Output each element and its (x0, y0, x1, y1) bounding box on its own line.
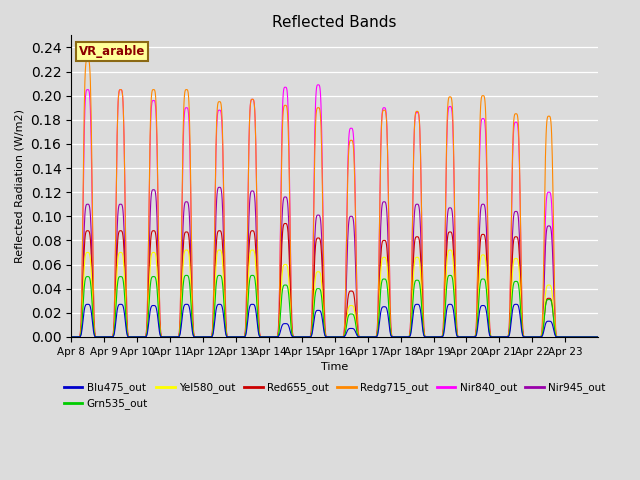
Grn535_out (67, 334, 75, 340)
Redg715_out (594, 334, 602, 340)
Yel580_out (150, 250, 157, 255)
Nir840_out (310, 147, 318, 153)
Line: Grn535_out: Grn535_out (71, 276, 598, 337)
Grn535_out (459, 334, 467, 340)
Red655_out (536, 334, 544, 340)
Grn535_out (182, 273, 190, 278)
Red655_out (321, 327, 328, 333)
Nir945_out (216, 184, 223, 190)
Line: Redg715_out: Redg715_out (71, 60, 598, 337)
Yel580_out (459, 334, 467, 340)
Red655_out (459, 334, 467, 340)
Red655_out (588, 334, 595, 340)
Yel580_out (588, 334, 595, 340)
Title: Reflected Bands: Reflected Bands (272, 15, 397, 30)
Blu475_out (536, 334, 544, 340)
Redg715_out (536, 334, 544, 340)
Redg715_out (84, 57, 92, 62)
Text: VR_arable: VR_arable (79, 45, 145, 58)
Legend: Blu475_out, Grn535_out, Yel580_out, Red655_out, Redg715_out, Nir840_out, Nir945_: Blu475_out, Grn535_out, Yel580_out, Red6… (60, 378, 610, 414)
Y-axis label: Reflected Radiation (W/m2): Reflected Radiation (W/m2) (15, 109, 25, 263)
Grn535_out (311, 295, 319, 300)
Grn535_out (321, 331, 328, 336)
Line: Yel580_out: Yel580_out (71, 250, 598, 337)
Red655_out (282, 221, 289, 227)
Line: Red655_out: Red655_out (71, 224, 598, 337)
Nir945_out (150, 187, 157, 192)
Nir840_out (536, 334, 544, 340)
X-axis label: Time: Time (321, 362, 348, 372)
Blu475_out (311, 312, 319, 318)
Yel580_out (321, 330, 328, 336)
Blu475_out (588, 334, 595, 340)
Grn535_out (150, 274, 157, 279)
Yel580_out (311, 281, 319, 287)
Grn535_out (594, 334, 602, 340)
Nir840_out (459, 334, 467, 340)
Nir945_out (311, 235, 319, 240)
Blu475_out (459, 334, 467, 340)
Nir840_out (321, 317, 328, 323)
Grn535_out (536, 334, 544, 340)
Blu475_out (84, 301, 92, 307)
Line: Blu475_out: Blu475_out (71, 304, 598, 337)
Redg715_out (67, 334, 75, 340)
Line: Nir945_out: Nir945_out (71, 187, 598, 337)
Nir840_out (150, 97, 157, 103)
Blu475_out (594, 334, 602, 340)
Nir840_out (67, 334, 75, 340)
Redg715_out (321, 318, 328, 324)
Nir945_out (459, 334, 467, 340)
Red655_out (311, 253, 319, 259)
Yel580_out (67, 334, 75, 340)
Red655_out (150, 228, 157, 234)
Redg715_out (459, 334, 467, 340)
Grn535_out (588, 334, 595, 340)
Blu475_out (67, 334, 75, 340)
Blu475_out (321, 332, 328, 338)
Nir840_out (588, 334, 595, 340)
Yel580_out (536, 334, 544, 340)
Nir945_out (321, 326, 328, 332)
Nir945_out (594, 334, 602, 340)
Redg715_out (588, 334, 595, 340)
Nir840_out (594, 334, 602, 340)
Line: Nir840_out: Nir840_out (71, 85, 598, 337)
Nir945_out (536, 334, 544, 340)
Red655_out (67, 334, 75, 340)
Nir945_out (67, 334, 75, 340)
Redg715_out (311, 147, 319, 153)
Redg715_out (150, 87, 157, 93)
Nir840_out (314, 82, 322, 88)
Blu475_out (150, 303, 157, 309)
Red655_out (594, 334, 602, 340)
Yel580_out (182, 247, 190, 253)
Nir945_out (588, 334, 595, 340)
Yel580_out (594, 334, 602, 340)
